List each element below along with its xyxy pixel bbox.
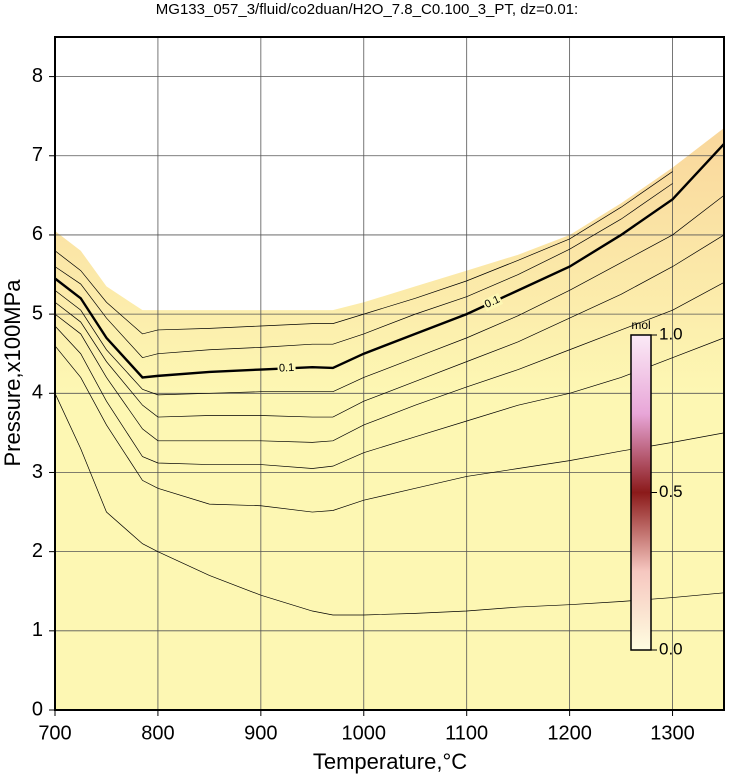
y-axis-label: Pressure,x100MPa [0,279,25,467]
contour-label-bg [277,361,296,375]
y-tick-label: 0 [32,698,43,720]
contour-line [54,325,725,469]
y-tick-label: 4 [32,382,43,404]
contour-label: 0.1 [483,294,502,311]
colorbar-label: mol [631,318,650,332]
chart-title: MG133_057_3/fluid/co2duan/H2O_7.8_C0.100… [156,1,578,18]
colorbar-tick-label: 0.5 [659,482,683,501]
colorbar [630,334,652,651]
y-tick-label: 7 [32,144,43,166]
contour-line [54,195,725,396]
contour-line [54,393,725,616]
colorbar-tick-label: 0.0 [659,639,683,658]
x-axis-label: Temperature,°C [313,749,467,774]
plot-frame [54,36,725,711]
y-tick-label: 3 [32,461,43,483]
x-tick-label: 1000 [342,722,387,744]
contour-line [54,171,673,335]
colorbar-tick-label: 1.0 [659,324,683,343]
contour-line [54,234,725,418]
x-tick-label: 800 [141,722,174,744]
y-tick-label: 2 [32,540,43,562]
contour-line [54,282,725,443]
x-tick-label: 700 [38,722,71,744]
x-tick-label: 900 [244,722,277,744]
data-region [55,128,724,710]
contour-line [54,143,725,379]
contour-line [54,183,673,359]
x-tick-label: 1200 [547,722,592,744]
contour-line [54,345,725,513]
contour-label-bg [481,293,504,312]
x-tick-label: 1300 [650,722,695,744]
y-tick-label: 1 [32,619,43,641]
y-tick-label: 6 [32,223,43,245]
contour-label: 0.1 [279,362,295,375]
y-tick-label: 8 [32,65,43,87]
x-tick-label: 1100 [445,722,488,744]
y-tick-label: 5 [32,302,43,324]
